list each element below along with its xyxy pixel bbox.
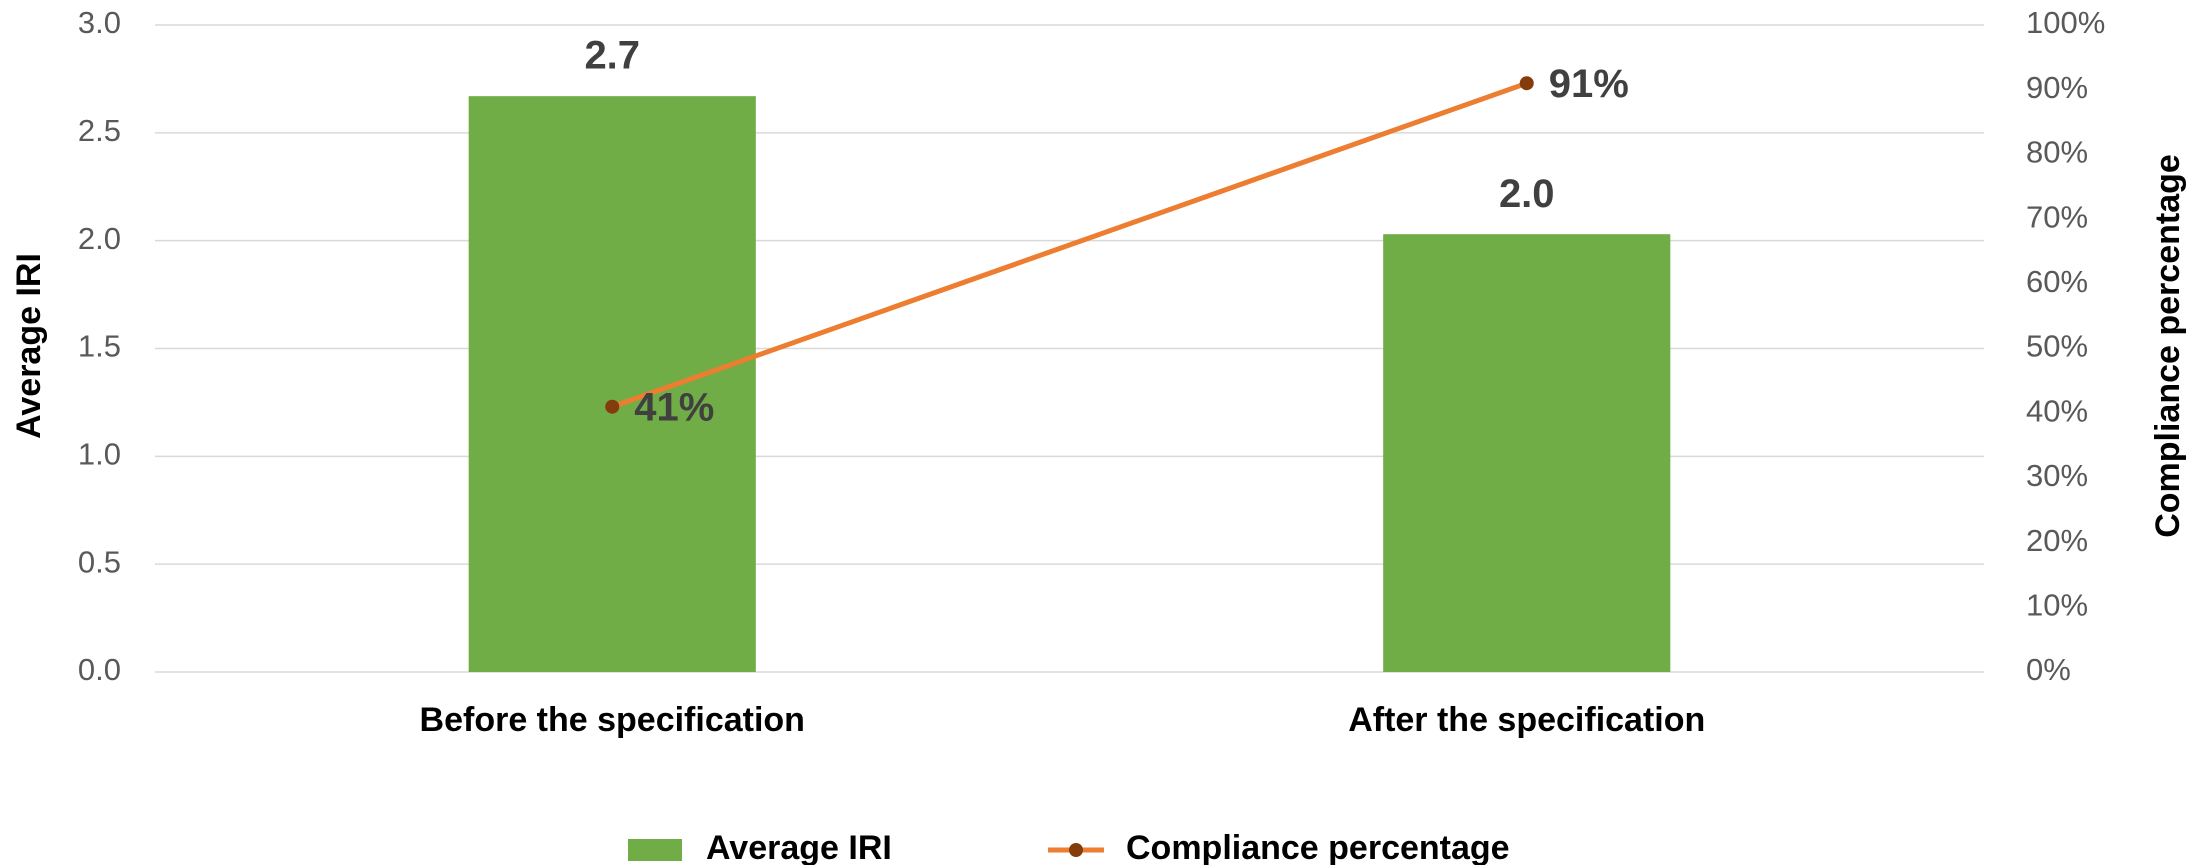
y-tick-label: 3.0 bbox=[78, 5, 121, 40]
y-tick-label: 2.5 bbox=[78, 113, 121, 148]
y-tick-label: 1.5 bbox=[78, 329, 121, 364]
y2-tick-label: 90% bbox=[2026, 70, 2088, 105]
marker bbox=[605, 399, 620, 414]
y2-axis-title: Compliance percentage bbox=[2149, 154, 2187, 538]
y-axis-title: Average IRI bbox=[10, 253, 48, 439]
bar bbox=[468, 96, 756, 673]
x-tick-label: Before the specification bbox=[420, 701, 805, 739]
y-tick-label: 1.0 bbox=[78, 437, 121, 472]
data-label: 2.7 bbox=[584, 34, 640, 78]
marker bbox=[1519, 76, 1534, 91]
y2-tick-label: 0% bbox=[2026, 652, 2071, 687]
y2-tick-label: 30% bbox=[2026, 458, 2088, 493]
data-label: 91% bbox=[1549, 62, 1629, 106]
bar bbox=[1383, 234, 1671, 673]
y2-tick-label: 10% bbox=[2026, 587, 2088, 622]
y-tick-label: 0.5 bbox=[78, 544, 121, 579]
legend-label: Compliance percentage bbox=[1126, 829, 1510, 865]
x-tick-label: After the specification bbox=[1348, 701, 1705, 739]
y2-tick-label: 100% bbox=[2026, 5, 2105, 40]
y2-tick-label: 80% bbox=[2026, 135, 2088, 170]
y2-tick-label: 40% bbox=[2026, 393, 2088, 428]
legend-marker bbox=[1069, 843, 1083, 857]
y-tick-label: 0.0 bbox=[78, 652, 121, 687]
data-label: 2.0 bbox=[1499, 172, 1555, 216]
data-label: 41% bbox=[634, 385, 714, 429]
y2-tick-label: 70% bbox=[2026, 199, 2088, 234]
line bbox=[611, 80, 1528, 410]
y-tick-label: 2.0 bbox=[78, 221, 121, 256]
y2-tick-label: 50% bbox=[2026, 329, 2088, 364]
legend-label: Average IRI bbox=[706, 829, 892, 865]
y2-tick-label: 20% bbox=[2026, 523, 2088, 558]
y2-tick-label: 60% bbox=[2026, 264, 2088, 299]
legend-swatch bbox=[628, 839, 682, 861]
